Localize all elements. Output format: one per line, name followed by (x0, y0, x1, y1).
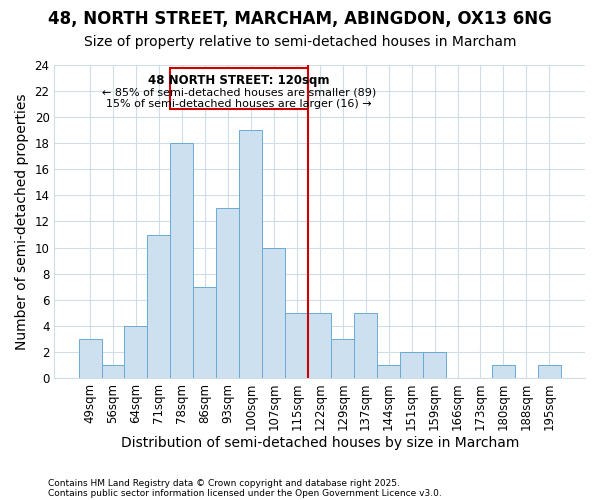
Bar (262, 248, 285, 378)
Bar (377, 365, 400, 378)
Bar (285, 313, 308, 378)
Bar (423, 352, 446, 378)
Text: Contains HM Land Registry data © Crown copyright and database right 2025.: Contains HM Land Registry data © Crown c… (48, 478, 400, 488)
Bar (538, 365, 561, 378)
Text: 15% of semi-detached houses are larger (16) →: 15% of semi-detached houses are larger (… (106, 99, 372, 109)
Bar (354, 313, 377, 378)
Bar (148, 234, 170, 378)
Bar (400, 352, 423, 378)
Bar (331, 339, 354, 378)
Text: 48, NORTH STREET, MARCHAM, ABINGDON, OX13 6NG: 48, NORTH STREET, MARCHAM, ABINGDON, OX1… (48, 10, 552, 28)
Bar (308, 313, 331, 378)
Bar (170, 143, 193, 378)
Bar (193, 286, 217, 378)
Bar (492, 365, 515, 378)
Bar (239, 130, 262, 378)
Text: ← 85% of semi-detached houses are smaller (89): ← 85% of semi-detached houses are smalle… (102, 88, 376, 98)
Bar (170, 68, 308, 110)
Text: 48 NORTH STREET: 120sqm: 48 NORTH STREET: 120sqm (148, 74, 330, 87)
Bar (79, 339, 101, 378)
Text: Size of property relative to semi-detached houses in Marcham: Size of property relative to semi-detach… (84, 35, 516, 49)
X-axis label: Distribution of semi-detached houses by size in Marcham: Distribution of semi-detached houses by … (121, 436, 519, 450)
Bar (101, 365, 124, 378)
Bar (217, 208, 239, 378)
Y-axis label: Number of semi-detached properties: Number of semi-detached properties (15, 93, 29, 349)
Bar (124, 326, 148, 378)
Text: Contains public sector information licensed under the Open Government Licence v3: Contains public sector information licen… (48, 488, 442, 498)
